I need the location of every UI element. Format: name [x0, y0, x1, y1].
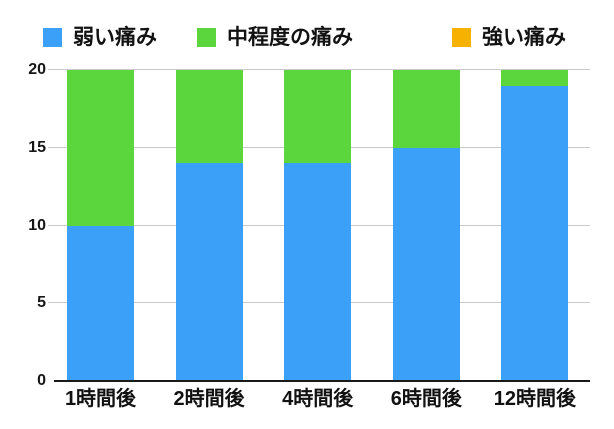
bar-segment [392, 147, 460, 381]
legend-item: 弱い痛み [43, 26, 157, 49]
legend-label: 強い痛み [482, 26, 566, 49]
gridline [48, 69, 590, 70]
legend-item: 中程度の痛み [197, 26, 353, 49]
legend-swatch-icon [452, 28, 471, 47]
x-tick-label: 1時間後 [64, 388, 137, 410]
x-tick-label: 6時間後 [390, 388, 462, 410]
legend-swatch-icon [197, 28, 216, 47]
bar-segment [501, 70, 569, 86]
bar-segment [284, 70, 352, 164]
x-tick-label: 2時間後 [173, 388, 245, 410]
y-tick-label: 15 [28, 138, 46, 156]
bar-segment [284, 163, 352, 381]
y-tick-label: 0 [37, 372, 46, 389]
legend-swatch-icon [43, 28, 62, 47]
x-tick-label: 12時間後 [493, 388, 577, 410]
bar-segment [175, 163, 243, 381]
x-tick-label: 4時間後 [282, 388, 354, 410]
legend-label: 中程度の痛み [227, 26, 353, 49]
legend-item: 強い痛み [452, 26, 566, 49]
bar-segment [67, 70, 134, 226]
y-tick-label: 20 [28, 61, 46, 78]
bar-segment [67, 225, 134, 381]
plot-area [48, 69, 590, 382]
legend-label: 弱い痛み [73, 26, 157, 49]
bar-segment [175, 70, 243, 164]
x-axis-line [54, 380, 590, 382]
y-tick-label: 10 [28, 216, 46, 234]
bar-segment [392, 70, 460, 148]
y-tick-label: 5 [37, 294, 46, 312]
bar-segment [501, 85, 569, 381]
